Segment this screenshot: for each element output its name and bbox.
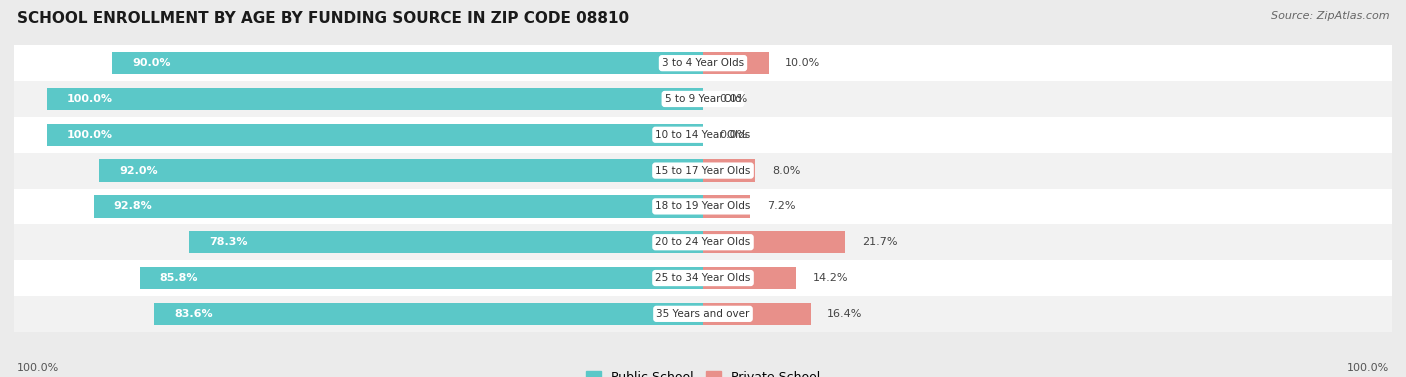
Bar xyxy=(112,52,703,74)
Text: 10 to 14 Year Olds: 10 to 14 Year Olds xyxy=(655,130,751,140)
Bar xyxy=(703,303,811,325)
Text: 8.0%: 8.0% xyxy=(772,166,800,176)
Bar xyxy=(141,267,703,289)
Text: 0.0%: 0.0% xyxy=(720,94,748,104)
Bar xyxy=(46,88,703,110)
Text: 0.0%: 0.0% xyxy=(720,130,748,140)
Bar xyxy=(703,52,769,74)
Bar xyxy=(14,81,1392,117)
Bar xyxy=(703,159,755,182)
Text: 10.0%: 10.0% xyxy=(785,58,820,68)
Bar xyxy=(14,224,1392,260)
Text: 3 to 4 Year Olds: 3 to 4 Year Olds xyxy=(662,58,744,68)
Bar xyxy=(14,45,1392,81)
Bar xyxy=(46,124,703,146)
Text: Source: ZipAtlas.com: Source: ZipAtlas.com xyxy=(1271,11,1389,21)
Text: 92.0%: 92.0% xyxy=(120,166,157,176)
Bar xyxy=(14,153,1392,188)
Text: 100.0%: 100.0% xyxy=(66,130,112,140)
Text: 16.4%: 16.4% xyxy=(827,309,862,319)
Bar xyxy=(155,303,703,325)
Text: 100.0%: 100.0% xyxy=(17,363,59,373)
Bar xyxy=(14,296,1392,332)
Text: 100.0%: 100.0% xyxy=(66,94,112,104)
Text: 14.2%: 14.2% xyxy=(813,273,848,283)
Text: 85.8%: 85.8% xyxy=(160,273,198,283)
Text: 78.3%: 78.3% xyxy=(209,237,247,247)
Bar xyxy=(14,260,1392,296)
Text: 90.0%: 90.0% xyxy=(132,58,170,68)
Bar xyxy=(703,195,751,218)
Bar xyxy=(100,159,703,182)
Text: 5 to 9 Year Old: 5 to 9 Year Old xyxy=(665,94,741,104)
Text: 92.8%: 92.8% xyxy=(114,201,152,211)
Text: 35 Years and over: 35 Years and over xyxy=(657,309,749,319)
Bar xyxy=(14,188,1392,224)
Text: 18 to 19 Year Olds: 18 to 19 Year Olds xyxy=(655,201,751,211)
Bar xyxy=(703,267,796,289)
Text: 7.2%: 7.2% xyxy=(766,201,796,211)
Text: 83.6%: 83.6% xyxy=(174,309,212,319)
Text: 15 to 17 Year Olds: 15 to 17 Year Olds xyxy=(655,166,751,176)
Bar xyxy=(703,231,845,253)
Text: SCHOOL ENROLLMENT BY AGE BY FUNDING SOURCE IN ZIP CODE 08810: SCHOOL ENROLLMENT BY AGE BY FUNDING SOUR… xyxy=(17,11,628,26)
Text: 100.0%: 100.0% xyxy=(1347,363,1389,373)
Bar xyxy=(190,231,703,253)
Text: 21.7%: 21.7% xyxy=(862,237,897,247)
Text: 20 to 24 Year Olds: 20 to 24 Year Olds xyxy=(655,237,751,247)
Legend: Public School, Private School: Public School, Private School xyxy=(581,366,825,377)
Text: 25 to 34 Year Olds: 25 to 34 Year Olds xyxy=(655,273,751,283)
Bar xyxy=(94,195,703,218)
Bar xyxy=(14,117,1392,153)
